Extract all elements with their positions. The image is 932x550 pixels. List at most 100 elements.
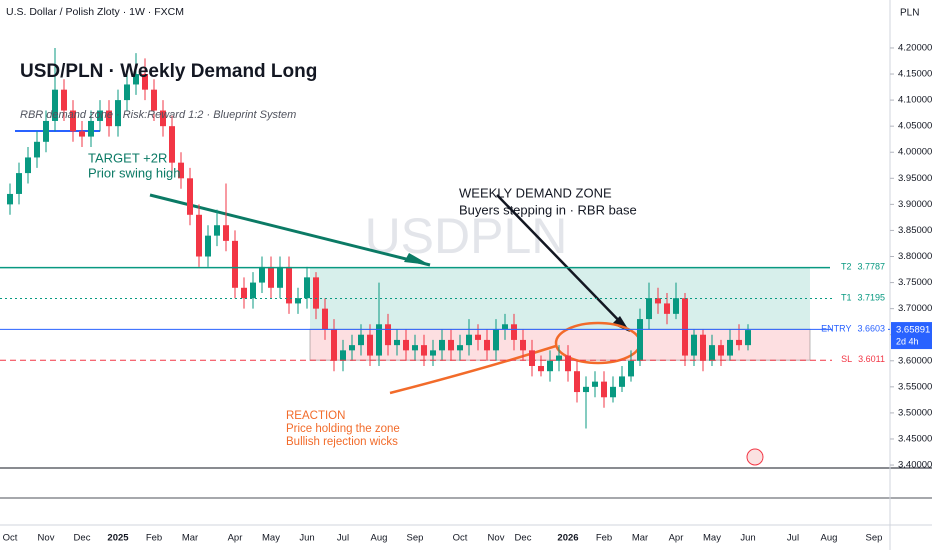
candle-body	[106, 110, 112, 127]
x-tick-label: Jul	[337, 533, 349, 544]
candle-body	[250, 282, 256, 299]
bar-countdown: 2d 4h	[896, 336, 919, 346]
candle-body	[682, 298, 688, 356]
candle-body	[223, 225, 229, 241]
level-label: T2 3.7787	[841, 262, 885, 272]
level-label-bg	[832, 292, 888, 305]
level-label-bg	[832, 323, 888, 336]
candle-body	[619, 376, 625, 387]
candle-body	[601, 381, 607, 398]
candle-body	[178, 162, 184, 179]
x-tick-label: Nov	[38, 533, 55, 544]
level-label-part: 3.7195	[857, 293, 885, 303]
candle-body	[628, 360, 634, 377]
x-tick-label: May	[262, 533, 280, 544]
x-tick-label: 2026	[557, 533, 578, 544]
candle-body	[583, 386, 589, 393]
levels: T2 3.7787 T1 3.7195 ENTRY 3.6603 SL 3.6011	[0, 261, 890, 367]
candle-body	[151, 89, 157, 111]
trend-arrowhead	[404, 253, 430, 265]
candle-body	[214, 225, 220, 236]
candle-body	[331, 329, 337, 361]
candle-body	[727, 339, 733, 356]
candle-body	[79, 131, 85, 137]
candle-body	[745, 330, 751, 346]
level-label-part: 3.7787	[857, 262, 885, 272]
candle-body	[529, 350, 535, 366]
x-tick-label: Apr	[669, 533, 684, 544]
level-label-part: T2	[841, 262, 852, 272]
x-tick-label: Feb	[596, 533, 612, 544]
candle-body	[502, 324, 508, 330]
candle-body	[61, 89, 67, 111]
x-tick-label: Jun	[299, 533, 314, 544]
candle-body	[313, 277, 319, 309]
chart-subtitle: RBR demand zone · Risk:Reward 1:2 · Blue…	[20, 109, 296, 121]
level-label-bg	[832, 354, 888, 367]
annotation: TARGET +2R	[88, 150, 167, 165]
candle-body	[574, 371, 580, 393]
chart-title: USD/PLN · Weekly Demand Long	[20, 61, 317, 82]
candle-body	[277, 266, 283, 288]
x-tick-label: Sep	[866, 533, 883, 544]
y-tick-label: 4.05000	[898, 121, 932, 132]
trend-line	[149, 193, 431, 267]
x-tick-label: Mar	[182, 533, 198, 544]
candle-body	[205, 235, 211, 257]
level-label-part: 3.6011	[858, 355, 885, 365]
candle-body	[25, 157, 31, 174]
candle-body	[421, 345, 427, 356]
x-tick-label: Aug	[371, 533, 388, 544]
y-tick-label: 3.75000	[898, 277, 932, 288]
y-tick-label: 3.40000	[898, 460, 932, 471]
y-tick-label: 4.15000	[898, 69, 932, 80]
candle-body	[655, 298, 661, 304]
candle-body	[430, 350, 436, 356]
candle-body	[673, 298, 679, 314]
candle-body	[196, 214, 202, 257]
candle-body	[736, 339, 742, 346]
candle-body	[241, 287, 247, 299]
zone-arrow	[496, 194, 629, 331]
annotation: Buyers stepping in · RBR base	[459, 202, 637, 217]
x-tick-label: 2025	[107, 533, 129, 544]
candle-body	[439, 339, 445, 351]
x-tick-label: Nov	[488, 533, 505, 544]
y-tick-label: 4.10000	[898, 95, 932, 106]
candle-body	[358, 334, 364, 346]
x-tick-label: Mar	[632, 533, 648, 544]
candle-body	[295, 298, 301, 304]
candle-body	[466, 334, 472, 346]
candle-body	[124, 84, 130, 101]
candle-body	[97, 110, 103, 121]
annotation: REACTION	[286, 410, 345, 422]
event-badge[interactable]	[746, 448, 764, 466]
candle-body	[142, 74, 148, 90]
candle-body	[232, 240, 238, 288]
level-label-part: SL	[841, 355, 852, 365]
candle-body	[646, 298, 652, 320]
candle-body	[322, 308, 328, 330]
x-tick-label: Sep	[407, 533, 424, 544]
candle-body	[709, 345, 715, 361]
level-label: ENTRY 3.6603	[821, 324, 885, 334]
x-tick-label: Jul	[787, 533, 799, 544]
zones	[309, 267, 811, 361]
candle-body	[385, 324, 391, 346]
y-tick-label: 3.50000	[898, 407, 932, 418]
candle-body	[349, 345, 355, 351]
y-tick-label: 3.60000	[898, 355, 932, 366]
annotation: WEEKLY DEMAND ZONE	[459, 185, 612, 200]
candle-body	[268, 266, 274, 288]
candle-body	[187, 178, 193, 215]
candle-body	[457, 345, 463, 351]
y-tick-label: 3.45000	[898, 433, 932, 444]
candle-body	[43, 120, 49, 142]
candle-body	[88, 120, 94, 137]
candle-body	[547, 360, 553, 372]
x-tick-label: Oct	[3, 533, 18, 544]
candle-body	[169, 126, 175, 163]
candle-body	[160, 110, 166, 127]
candle-body	[115, 100, 121, 127]
